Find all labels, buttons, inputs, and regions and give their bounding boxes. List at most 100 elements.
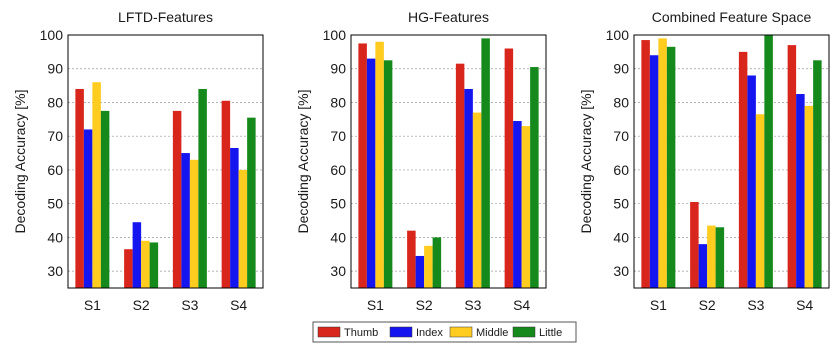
bar: [715, 227, 725, 288]
y-tick-label: 90: [613, 61, 629, 77]
x-tick-label: S2: [699, 297, 716, 313]
legend-label: Index: [416, 327, 443, 339]
y-tick-label: 60: [330, 162, 346, 178]
bar: [424, 245, 433, 288]
bar: [149, 242, 159, 288]
bar: [238, 169, 248, 288]
legend-box: [312, 321, 577, 343]
bar: [432, 237, 442, 288]
bar: [358, 43, 367, 288]
x-tick-label: S1: [367, 297, 384, 313]
bar: [513, 121, 522, 289]
legend: Thumb Index Middle Little: [312, 321, 577, 343]
bar: [796, 94, 805, 289]
bar: [707, 225, 716, 288]
bar: [666, 46, 676, 288]
bar: [738, 51, 748, 288]
x-tick-label: S1: [84, 297, 101, 313]
y-tick-label: 90: [47, 61, 63, 77]
bar: [641, 40, 650, 289]
chart-panel: 30 40 50 60 70 80 90 100 S1 S2 S3 S4 Combined Featur…: [578, 9, 830, 313]
y-tick-label: 30: [47, 263, 63, 279]
bar: [649, 55, 659, 288]
y-tick-label: 80: [330, 94, 346, 110]
bar: [747, 75, 756, 288]
y-tick-label: 50: [47, 196, 63, 212]
x-tick-label: S2: [416, 297, 433, 313]
x-tick-label: S3: [464, 297, 481, 313]
axes-frame: [633, 34, 830, 289]
bar: [100, 110, 110, 289]
axes-frame: [350, 34, 547, 289]
chart-title: LFTD-Features: [118, 9, 213, 25]
y-tick-label: 50: [330, 196, 346, 212]
y-tick-label: 40: [47, 229, 63, 245]
bar: [221, 100, 231, 288]
bar: [481, 38, 490, 288]
bar: [521, 126, 531, 288]
bar: [464, 88, 473, 289]
bar: [658, 38, 667, 288]
bar: [407, 230, 416, 288]
y-tick-label: 70: [330, 128, 346, 144]
x-tick-label: S3: [747, 297, 764, 313]
bar: [92, 82, 101, 288]
bar: [132, 222, 142, 288]
bar: [787, 45, 797, 289]
x-tick-label: S2: [133, 297, 150, 313]
chart-panel: 30 40 50 60 70 80 90 100 S1 S2 S3 S4 LFTD-Features De…: [12, 9, 264, 313]
y-tick-label: 70: [613, 128, 629, 144]
legend-label: Middle: [476, 327, 508, 339]
y-tick-label: 100: [323, 27, 347, 43]
x-tick-label: S3: [181, 297, 198, 313]
legend-label: Little: [539, 327, 562, 339]
x-tick-label: S4: [230, 297, 247, 313]
y-axis-label: Decoding Accuracy [%]: [578, 90, 594, 234]
bar: [813, 60, 822, 288]
bar: [75, 88, 84, 289]
y-tick-label: 100: [606, 27, 630, 43]
bar: [83, 129, 93, 288]
legend-swatch: [389, 326, 413, 338]
y-tick-label: 60: [613, 162, 629, 178]
legend-swatch: [317, 326, 341, 338]
bar: [415, 255, 425, 288]
bar: [375, 41, 384, 288]
y-tick-label: 80: [47, 94, 63, 110]
charts-layer: 30 40 50 60 70 80 90 100 S1 S2 S3 S4 LFTD-Features De…: [12, 9, 830, 313]
chart-title: Combined Feature Space: [652, 9, 812, 25]
bar: [141, 240, 150, 288]
y-tick-label: 30: [613, 263, 629, 279]
bar: [804, 105, 814, 288]
bar: [172, 110, 182, 289]
y-tick-label: 40: [613, 229, 629, 245]
bar: [504, 48, 514, 288]
y-tick-label: 40: [330, 229, 346, 245]
bar: [247, 117, 256, 288]
y-tick-label: 70: [47, 128, 63, 144]
bar: [755, 114, 765, 288]
y-axis-label: Decoding Accuracy [%]: [295, 90, 311, 234]
legend-swatch: [512, 326, 536, 338]
bar: [198, 88, 207, 289]
chart-panel: 30 40 50 60 70 80 90 100 S1 S2 S3 S4 HG-Features Deco…: [295, 9, 547, 313]
legend-label: Thumb: [344, 327, 378, 339]
y-tick-label: 100: [40, 27, 64, 43]
y-tick-label: 90: [330, 61, 346, 77]
x-tick-label: S1: [650, 297, 667, 313]
bar: [230, 148, 239, 288]
axes-frame: [67, 34, 264, 289]
legend-swatch: [449, 326, 473, 338]
y-tick-label: 50: [613, 196, 629, 212]
bar: [383, 60, 393, 288]
bar: [181, 153, 190, 288]
bar: [698, 244, 708, 288]
y-tick-label: 80: [613, 94, 629, 110]
bar: [455, 63, 465, 288]
bar: [366, 58, 376, 288]
y-axis-label: Decoding Accuracy [%]: [12, 90, 28, 234]
bar: [690, 201, 699, 288]
bar: [124, 249, 133, 288]
bar: [472, 112, 482, 288]
